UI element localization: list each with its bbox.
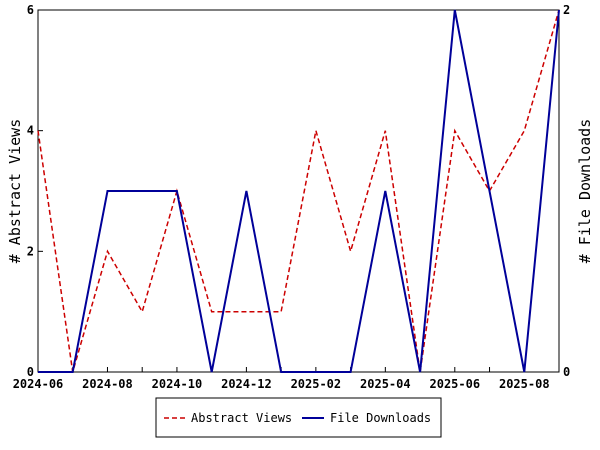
- x-tick-label: 2024-12: [221, 377, 272, 391]
- x-tick-label: 2025-02: [291, 377, 342, 391]
- x-tick-label: 2025-06: [430, 377, 481, 391]
- y-tick-label: 0: [27, 365, 34, 379]
- legend-label-file-downloads: File Downloads: [330, 411, 431, 425]
- x-tick-label: 2024-08: [82, 377, 133, 391]
- series-line-abstract-views: [37, 9, 560, 373]
- x-tick-label: 2025-08: [499, 377, 550, 391]
- y-tick-label: 2: [27, 244, 34, 258]
- y-tick-label: 4: [27, 124, 34, 138]
- x-tick-label: 2025-04: [360, 377, 411, 391]
- legend-box: [155, 397, 442, 438]
- y-tick-label: 6: [27, 3, 34, 17]
- series-line-file-downloads: [38, 9, 560, 373]
- series-layer: [37, 9, 560, 373]
- legend-label-abstract-views: Abstract Views: [191, 411, 292, 425]
- x-tick-label: 2024-06: [13, 377, 64, 391]
- y2-axis-title: # File Downloads: [576, 119, 594, 264]
- y2-tick-label: 2: [563, 3, 570, 17]
- y-axis-title: # Abstract Views: [6, 119, 24, 264]
- legend: Abstract Views File Downloads: [155, 397, 442, 438]
- y-axis-ticks: 0 2 4 6: [27, 3, 43, 379]
- x-tick-label: 2024-10: [152, 377, 203, 391]
- y2-tick-label: 0: [563, 365, 570, 379]
- x-axis-ticks: 2024-06 2024-08 2024-10 2024-12 2025-02 2025-…: [13, 367, 560, 391]
